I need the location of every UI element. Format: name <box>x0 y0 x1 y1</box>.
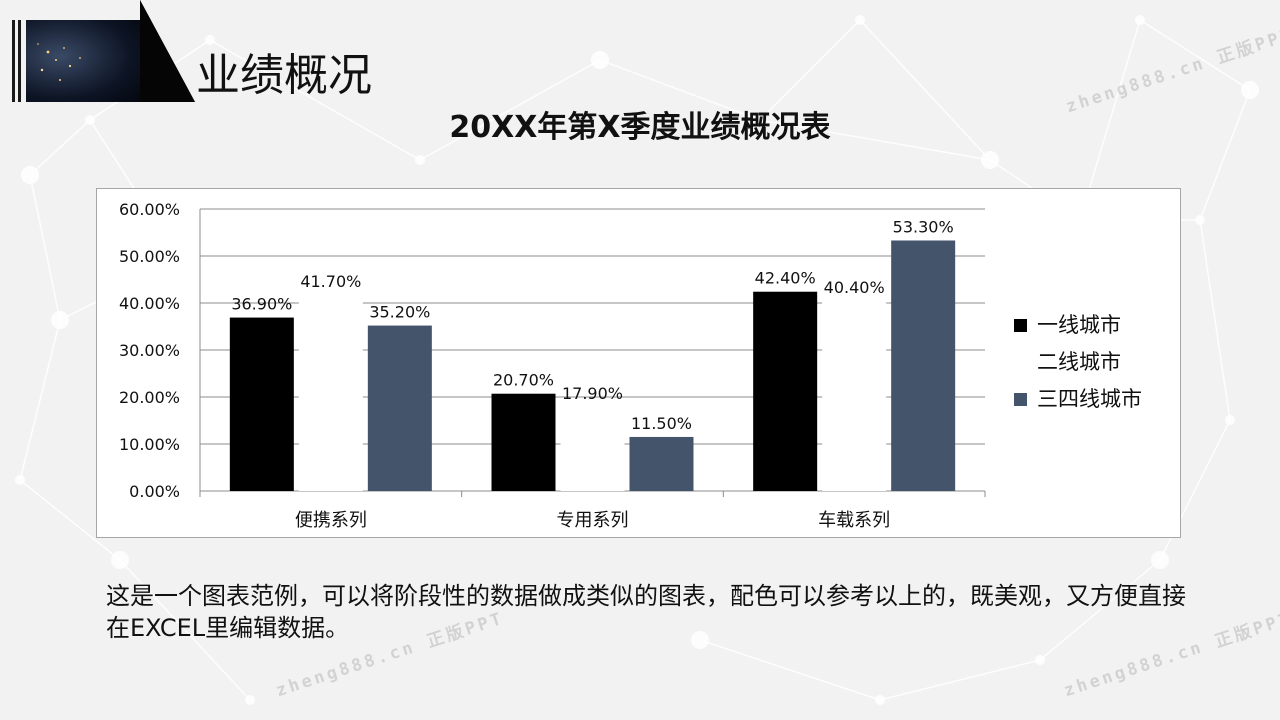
data-label: 42.40% <box>755 269 816 288</box>
network-line <box>699 639 881 701</box>
bar <box>367 325 432 491</box>
network-line <box>19 479 121 561</box>
bar-chart: 0.00% 10.00% 20.00% 30.00% 40.00% 50.00% 60.00… <box>119 200 1142 531</box>
network-node <box>875 695 885 705</box>
network-node <box>15 475 25 485</box>
category-label: 便携系列 <box>295 510 367 531</box>
network-line <box>1139 19 1251 91</box>
network-node <box>205 35 215 45</box>
data-label: 17.90% <box>562 384 623 403</box>
network-line <box>1199 89 1251 221</box>
data-label: 20.70% <box>493 371 554 390</box>
network-node <box>1035 655 1045 665</box>
network-node <box>245 695 255 705</box>
legend-swatch <box>1014 393 1027 406</box>
network-line <box>1039 559 1161 661</box>
bar <box>753 291 818 491</box>
network-node <box>111 551 129 569</box>
network-node <box>51 311 69 329</box>
network-line <box>419 59 601 161</box>
bar <box>229 317 294 491</box>
category-label: 专用系列 <box>557 510 629 531</box>
y-tick-label: 40.00% <box>119 294 180 313</box>
network-node <box>1195 215 1205 225</box>
network-line <box>209 39 421 161</box>
data-label: 40.40% <box>824 278 885 297</box>
legend-swatch <box>1014 319 1027 332</box>
network-node <box>855 15 865 25</box>
bar <box>822 301 887 491</box>
data-label: 53.30% <box>893 217 954 236</box>
legend-swatch <box>1014 356 1027 369</box>
bar <box>298 295 363 491</box>
network-node <box>755 115 765 125</box>
chart-frame: 0.00% 10.00% 20.00% 30.00% 40.00% 50.00% 60.00… <box>96 188 1181 538</box>
network-line <box>19 319 61 481</box>
data-label: 35.20% <box>369 303 430 322</box>
y-tick-label: 50.00% <box>119 247 180 266</box>
legend-label: 三四线城市 <box>1037 387 1142 411</box>
network-line <box>759 119 991 161</box>
data-label: 36.90% <box>231 295 292 314</box>
network-node <box>415 155 425 165</box>
legend-label: 二线城市 <box>1037 350 1121 374</box>
network-node <box>981 151 999 169</box>
bar <box>560 406 625 491</box>
description-text: 这是一个图表范例，可以将阶段性的数据做成类似的图表，配色可以参考以上的，既美观，… <box>106 582 1186 642</box>
bar <box>491 393 556 491</box>
network-node <box>1225 415 1235 425</box>
network-line <box>119 559 251 701</box>
network-node <box>85 115 95 125</box>
network-node <box>1135 15 1145 25</box>
network-node <box>21 166 39 184</box>
data-label: 11.50% <box>631 414 692 433</box>
chart-title: 20XX年第X季度业绩概况表 <box>449 110 831 145</box>
y-tick-label: 60.00% <box>119 200 180 219</box>
bar <box>629 436 694 491</box>
network-node <box>691 631 709 649</box>
network-node <box>591 51 609 69</box>
bar <box>891 240 956 491</box>
network-line <box>599 59 761 121</box>
network-node <box>1151 551 1169 569</box>
y-tick-label: 30.00% <box>119 341 180 360</box>
network-line <box>879 659 1041 701</box>
network-line <box>1199 219 1231 421</box>
legend-label: 一线城市 <box>1037 313 1121 337</box>
y-tick-label: 0.00% <box>129 482 180 501</box>
slide-title: 业绩概况 <box>196 50 372 101</box>
data-label: 41.70% <box>300 272 361 291</box>
network-line <box>859 19 991 161</box>
y-tick-label: 10.00% <box>119 435 180 454</box>
category-label: 车载系列 <box>818 510 890 531</box>
network-node <box>1241 81 1259 99</box>
corner-earth-image <box>12 0 195 102</box>
network-line <box>29 119 91 176</box>
y-tick-label: 20.00% <box>119 388 180 407</box>
network-line <box>759 19 861 121</box>
network-line <box>29 174 61 321</box>
network-line <box>1079 19 1141 221</box>
